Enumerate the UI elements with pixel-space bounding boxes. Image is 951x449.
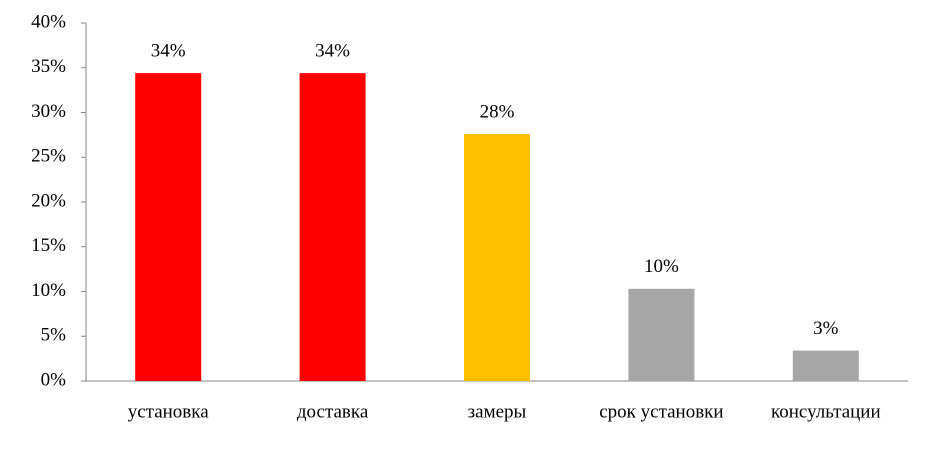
x-tick-label: срок установки (599, 401, 723, 422)
value-label: 10% (644, 256, 679, 277)
x-tick-label: консультации (771, 401, 881, 422)
value-label: 3% (813, 318, 839, 339)
bar (464, 133, 530, 381)
y-tick-label: 5% (41, 325, 67, 346)
y-tick-label: 10% (31, 280, 66, 301)
x-tick-label: доставка (297, 401, 369, 422)
bar (299, 73, 366, 382)
y-tick-label: 40% (31, 11, 66, 32)
y-tick-label: 25% (31, 146, 66, 167)
y-tick-label: 0% (41, 369, 67, 390)
x-tick-label: установка (128, 401, 209, 422)
value-label: 34% (151, 40, 186, 61)
value-label: 34% (315, 40, 350, 61)
y-tick-label: 20% (31, 190, 66, 211)
bar (792, 350, 859, 381)
y-tick-label: 35% (31, 56, 66, 77)
value-label: 28% (480, 101, 515, 122)
bar (628, 288, 695, 381)
y-tick-label: 30% (31, 101, 66, 122)
x-tick-label: замеры (468, 401, 527, 422)
bar (135, 73, 202, 382)
y-tick-label: 15% (31, 235, 66, 256)
